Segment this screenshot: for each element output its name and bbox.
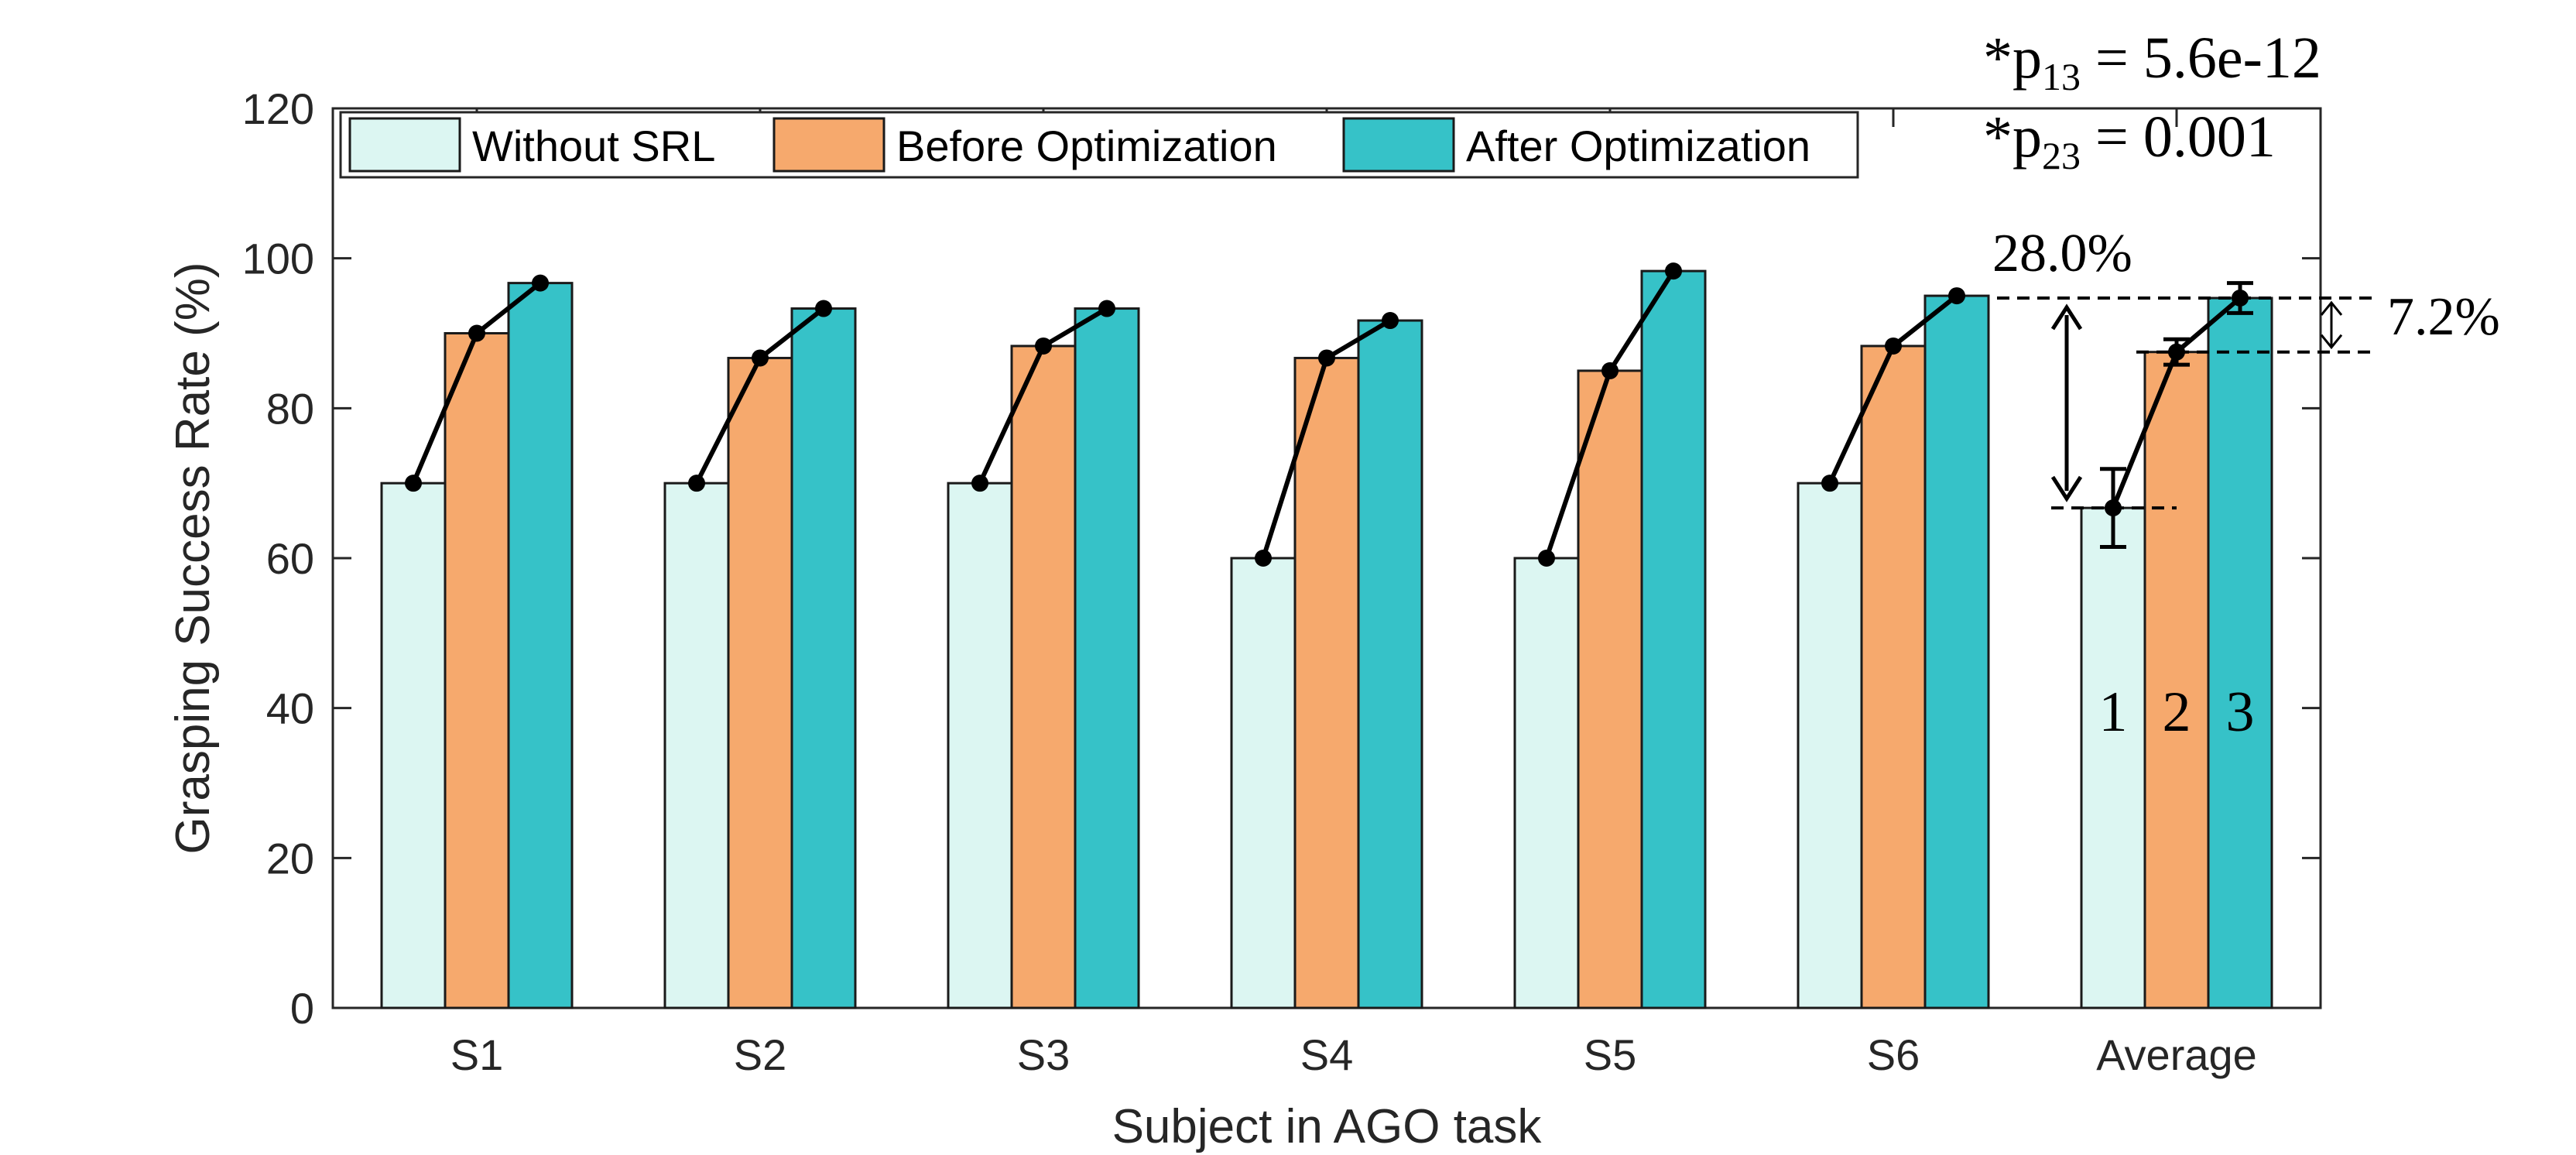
bar xyxy=(1860,344,1927,1009)
bar xyxy=(1357,319,1423,1009)
x-tick-label: S6 xyxy=(1867,1030,1920,1079)
y-axis-title: Grasping Success Rate (%) xyxy=(166,262,220,855)
y-tick-label: 0 xyxy=(290,984,314,1033)
bar xyxy=(1513,557,1580,1009)
data-point xyxy=(1948,287,1965,305)
p13-label: *p13 = 5.6e-12 xyxy=(1983,26,2321,98)
x-tick-label: S4 xyxy=(1300,1030,1354,1079)
data-point xyxy=(1255,550,1272,567)
data-point xyxy=(405,475,422,492)
bar xyxy=(1577,369,1643,1009)
data-point xyxy=(1382,312,1399,330)
legend-label: Without SRL xyxy=(472,122,715,170)
data-point xyxy=(752,349,769,367)
x-tick-label: S3 xyxy=(1017,1030,1070,1079)
bar xyxy=(1640,269,1707,1009)
data-point xyxy=(1601,362,1619,379)
data-point xyxy=(1821,475,1838,492)
bar xyxy=(790,307,857,1009)
annotations: 28.0% 7.2% *p13 = 5.6e-12*p23 = 0.001 1 2 3 xyxy=(1983,26,2500,744)
x-axis: S1 S2 S3 S4 S5 S6 Average xyxy=(450,108,2257,1079)
trend-lines xyxy=(405,262,2249,567)
bar xyxy=(947,482,1013,1009)
legend-swatch xyxy=(772,117,886,173)
x-axis-title: Subject in AGO task xyxy=(1112,1100,1543,1153)
x-tick-label: S5 xyxy=(1584,1030,1637,1079)
arrow-opt-head-up xyxy=(2320,300,2343,316)
legend-label: Before Optimization xyxy=(896,122,1277,170)
data-point xyxy=(688,475,705,492)
y-tick-label: 80 xyxy=(266,384,314,433)
arrow-opt-head-down xyxy=(2320,334,2343,350)
improvement-total-label: 28.0% xyxy=(1992,224,2132,283)
bar xyxy=(663,482,730,1009)
bar xyxy=(1230,557,1297,1009)
y-axis: 0 20 40 60 80 100 120 xyxy=(242,84,2321,1033)
bar xyxy=(1797,482,1863,1009)
bar xyxy=(380,482,447,1009)
y-tick-label: 40 xyxy=(266,684,314,733)
p23-label: *p23 = 0.001 xyxy=(1983,105,2276,177)
legend-swatch xyxy=(1342,117,1455,173)
legend-label: After Optimization xyxy=(1466,122,1810,170)
bar xyxy=(1923,294,1990,1009)
arrow-total-head-down xyxy=(2050,475,2083,502)
bar xyxy=(2080,506,2146,1009)
data-point xyxy=(1035,337,1052,355)
y-tick-label: 100 xyxy=(242,235,314,283)
data-point xyxy=(971,475,988,492)
bar xyxy=(1293,356,1360,1009)
arrow-total-head-up xyxy=(2050,303,2083,331)
y-tick-label: 60 xyxy=(266,534,314,583)
improvement-opt-label: 7.2% xyxy=(2387,287,2500,347)
bar xyxy=(444,332,510,1009)
bar-index-label: 1 xyxy=(2099,680,2128,744)
y-tick-label: 120 xyxy=(242,84,314,133)
data-point xyxy=(1098,300,1115,317)
bar xyxy=(507,282,574,1009)
bar-index-label: 2 xyxy=(2163,680,2191,744)
data-point xyxy=(1665,262,1682,280)
bar xyxy=(2207,296,2273,1009)
bar xyxy=(1074,307,1140,1009)
x-tick-label: S2 xyxy=(734,1030,787,1079)
bar xyxy=(2143,351,2210,1009)
x-tick-label: Average xyxy=(2096,1030,2257,1079)
data-point xyxy=(468,324,485,342)
bar xyxy=(727,356,793,1009)
bars xyxy=(380,269,2273,1009)
legend-box xyxy=(339,111,1859,179)
data-point xyxy=(1318,349,1335,367)
data-point xyxy=(815,300,832,317)
legend-swatch xyxy=(348,117,461,173)
legend: Without SRL Before Optimization After Opti… xyxy=(339,111,1859,179)
bar xyxy=(1010,344,1077,1009)
data-point xyxy=(1885,337,1902,355)
data-point xyxy=(532,274,549,292)
x-tick-label: S1 xyxy=(450,1030,504,1079)
bar-index-label: 3 xyxy=(2226,680,2255,744)
data-point xyxy=(1538,550,1555,567)
y-tick-label: 20 xyxy=(266,834,314,883)
